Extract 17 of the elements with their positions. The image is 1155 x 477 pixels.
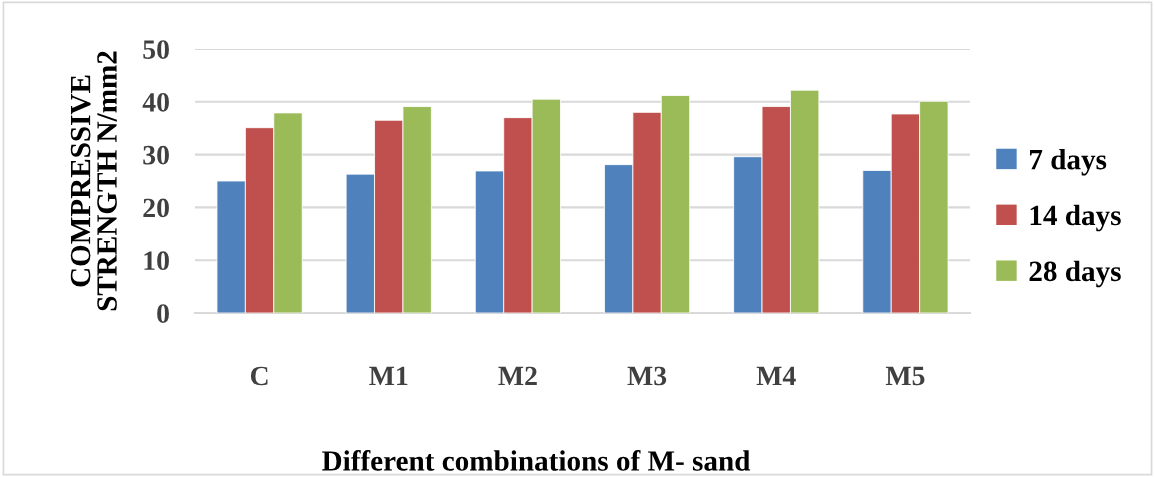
y-tick-label: 30: [143, 145, 169, 165]
x-tick-label: M3: [627, 366, 667, 386]
y-tick-label: 20: [143, 198, 169, 218]
x-axis-title: Different combinations of M- sand: [322, 449, 751, 471]
x-tick-label: C: [250, 366, 268, 386]
y-tick-label: 0: [157, 304, 169, 323]
x-tick-label: M1: [369, 366, 408, 386]
y-tick-label: 50: [143, 40, 169, 59]
y-tick-label: 40: [142, 92, 169, 112]
x-tick-label: M5: [885, 366, 925, 386]
x-tick-label: M4: [756, 366, 796, 386]
legend-label: 28 days: [1029, 260, 1121, 288]
x-tick-label: M2: [498, 366, 537, 386]
y-tick-label: 10: [144, 251, 169, 271]
legend-label: 7 days: [1030, 148, 1107, 176]
legend-label: 14 days: [1030, 204, 1121, 232]
y-axis-title: COMPRESSIVE STRENGTH N/mm2: [70, 51, 117, 311]
